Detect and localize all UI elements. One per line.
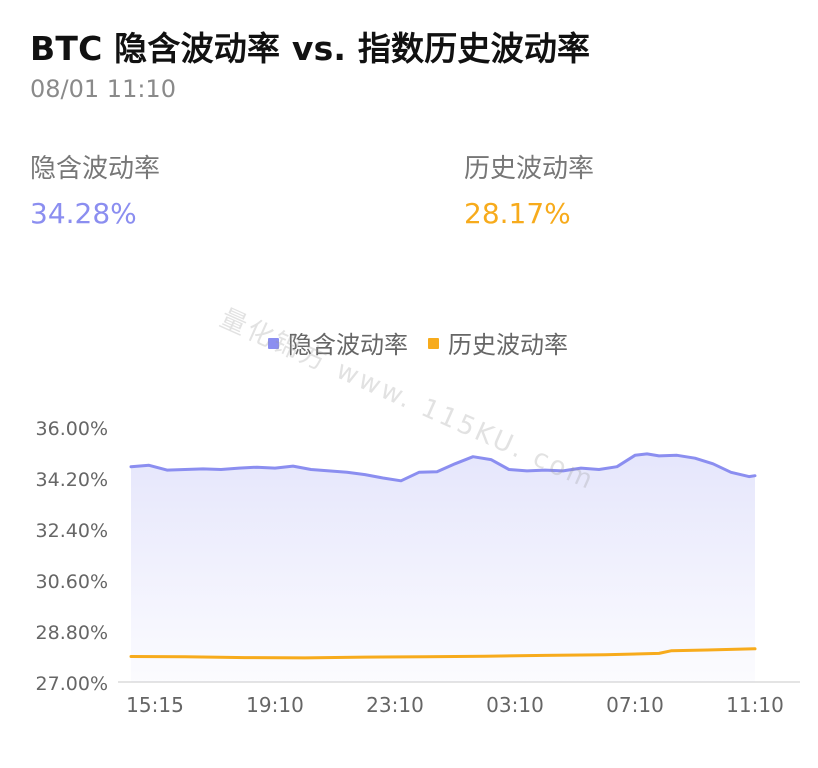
series-line-implied (129, 452, 757, 483)
historical-volatility-label: 历史波动率 (464, 154, 595, 184)
implied-volatility-stat: 隐含波动率 34.28% (30, 148, 160, 230)
historical-volatility-value: 28.17% (464, 197, 571, 230)
legend-historical-swatch (428, 338, 439, 349)
legend-implied-swatch (268, 338, 279, 349)
timestamp: 08/01 11:10 (30, 75, 176, 103)
chart-svg: 隐含波动率 历史波动率 36.00% 34.20% 32.40% 30.60% 28.80%… (36, 331, 800, 717)
y-tick-label: 36.00% (36, 418, 108, 440)
legend-implied-label: 隐含波动率 (288, 331, 408, 359)
x-tick-label: 23:10 (366, 693, 424, 717)
x-tick-label: 11:10 (726, 693, 784, 717)
y-tick-label: 30.60% (36, 571, 108, 593)
legend-historical-label: 历史波动率 (448, 331, 568, 359)
x-tick-label: 15:15 (126, 693, 184, 717)
x-tick-label: 07:10 (606, 693, 664, 717)
implied-volatility-value: 34.28% (30, 197, 137, 230)
y-tick-label: 27.00% (36, 673, 108, 695)
y-tick-label: 32.40% (36, 520, 108, 542)
y-tick-label: 34.20% (36, 469, 108, 491)
historical-volatility-stat: 历史波动率 28.17% (464, 148, 594, 230)
x-tick-label: 03:10 (486, 693, 544, 717)
x-tick-label: 19:10 (246, 693, 304, 717)
series-area-implied (131, 453, 755, 682)
page-title: BTC 隐含波动率 vs. 指数历史波动率 (30, 29, 591, 68)
y-tick-label: 28.80% (36, 622, 108, 644)
series-line-historical (129, 647, 757, 660)
volatility-chart: 隐含波动率 历史波动率 36.00% 34.20% 32.40% 30.60% 28.80%… (0, 320, 818, 760)
implied-volatility-label: 隐含波动率 (30, 154, 161, 184)
